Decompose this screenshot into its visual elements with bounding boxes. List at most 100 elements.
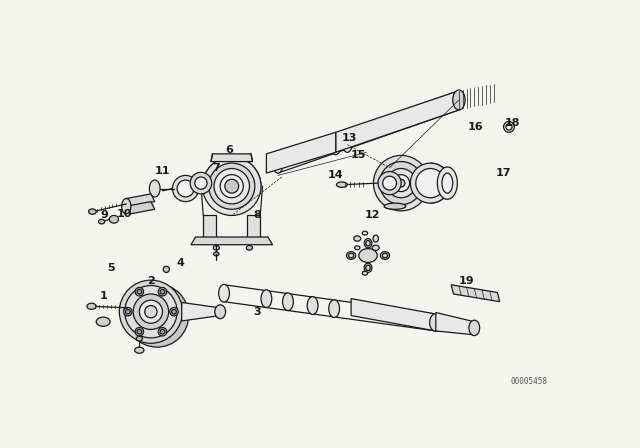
Ellipse shape — [149, 180, 160, 197]
Polygon shape — [247, 215, 260, 238]
Ellipse shape — [382, 253, 388, 258]
Ellipse shape — [383, 176, 397, 190]
Text: 1: 1 — [99, 291, 107, 302]
Ellipse shape — [337, 182, 348, 187]
Polygon shape — [126, 194, 155, 206]
Ellipse shape — [380, 162, 422, 205]
Ellipse shape — [172, 176, 198, 202]
Ellipse shape — [261, 290, 272, 307]
Ellipse shape — [362, 271, 367, 275]
Ellipse shape — [384, 203, 406, 209]
Polygon shape — [126, 202, 155, 214]
Ellipse shape — [364, 263, 372, 272]
Polygon shape — [182, 302, 220, 321]
Ellipse shape — [99, 220, 105, 224]
Ellipse shape — [125, 284, 189, 347]
Ellipse shape — [122, 198, 131, 214]
Polygon shape — [451, 285, 500, 302]
Ellipse shape — [133, 294, 168, 329]
Text: 4: 4 — [176, 258, 184, 268]
Ellipse shape — [273, 153, 284, 173]
Ellipse shape — [380, 252, 390, 259]
Ellipse shape — [214, 168, 250, 204]
Ellipse shape — [348, 253, 354, 258]
Ellipse shape — [124, 307, 132, 316]
Text: 7: 7 — [212, 163, 220, 173]
Ellipse shape — [393, 175, 410, 192]
Text: 15: 15 — [351, 151, 367, 160]
Ellipse shape — [215, 305, 225, 319]
Ellipse shape — [365, 265, 371, 271]
Text: 11: 11 — [155, 166, 170, 176]
Polygon shape — [191, 237, 273, 245]
Ellipse shape — [354, 236, 361, 241]
Ellipse shape — [158, 288, 166, 296]
Text: 16: 16 — [468, 122, 484, 132]
Ellipse shape — [504, 121, 515, 132]
Ellipse shape — [355, 246, 360, 250]
Ellipse shape — [410, 163, 451, 203]
Ellipse shape — [373, 155, 429, 211]
Text: 10: 10 — [116, 209, 132, 219]
Ellipse shape — [373, 235, 378, 242]
Ellipse shape — [219, 284, 230, 302]
Polygon shape — [351, 299, 436, 331]
Ellipse shape — [135, 347, 144, 353]
Ellipse shape — [225, 179, 239, 193]
Ellipse shape — [135, 288, 143, 296]
Ellipse shape — [137, 289, 141, 294]
Ellipse shape — [330, 134, 341, 155]
Ellipse shape — [220, 175, 243, 198]
Ellipse shape — [96, 317, 110, 326]
Ellipse shape — [195, 177, 207, 190]
Ellipse shape — [109, 215, 118, 223]
Text: 8: 8 — [253, 211, 261, 220]
Ellipse shape — [365, 241, 371, 246]
Ellipse shape — [172, 310, 176, 314]
Ellipse shape — [160, 289, 164, 294]
Ellipse shape — [209, 163, 255, 209]
Polygon shape — [204, 215, 216, 238]
Text: 18: 18 — [505, 118, 520, 128]
Polygon shape — [436, 313, 474, 335]
Text: 13: 13 — [342, 134, 357, 143]
Ellipse shape — [429, 314, 442, 332]
Ellipse shape — [160, 329, 164, 334]
Text: 2: 2 — [147, 276, 155, 286]
Ellipse shape — [163, 266, 170, 272]
Ellipse shape — [359, 249, 378, 263]
Ellipse shape — [346, 252, 356, 259]
Ellipse shape — [442, 173, 452, 193]
Text: 6: 6 — [225, 145, 234, 155]
Ellipse shape — [283, 293, 293, 310]
Ellipse shape — [119, 280, 182, 343]
Ellipse shape — [329, 300, 340, 318]
Text: 00005458: 00005458 — [511, 377, 547, 386]
Text: 12: 12 — [365, 211, 380, 220]
Text: 5: 5 — [107, 263, 115, 273]
Ellipse shape — [362, 231, 367, 235]
Ellipse shape — [506, 124, 512, 130]
Ellipse shape — [364, 238, 372, 248]
Ellipse shape — [452, 90, 465, 110]
Ellipse shape — [140, 300, 163, 323]
Text: 19: 19 — [459, 276, 474, 286]
Ellipse shape — [342, 132, 353, 152]
Ellipse shape — [469, 320, 480, 336]
Ellipse shape — [372, 245, 380, 250]
Text: 17: 17 — [496, 168, 511, 178]
Ellipse shape — [177, 180, 194, 197]
Ellipse shape — [307, 297, 318, 314]
Text: 3: 3 — [253, 307, 261, 317]
Ellipse shape — [437, 167, 458, 199]
Ellipse shape — [125, 310, 130, 314]
Ellipse shape — [397, 179, 405, 187]
Ellipse shape — [202, 157, 261, 215]
Ellipse shape — [214, 252, 219, 256]
Ellipse shape — [87, 303, 96, 310]
Ellipse shape — [145, 306, 157, 318]
Ellipse shape — [135, 327, 143, 336]
Ellipse shape — [190, 172, 212, 194]
Ellipse shape — [125, 285, 177, 338]
Ellipse shape — [213, 246, 220, 250]
